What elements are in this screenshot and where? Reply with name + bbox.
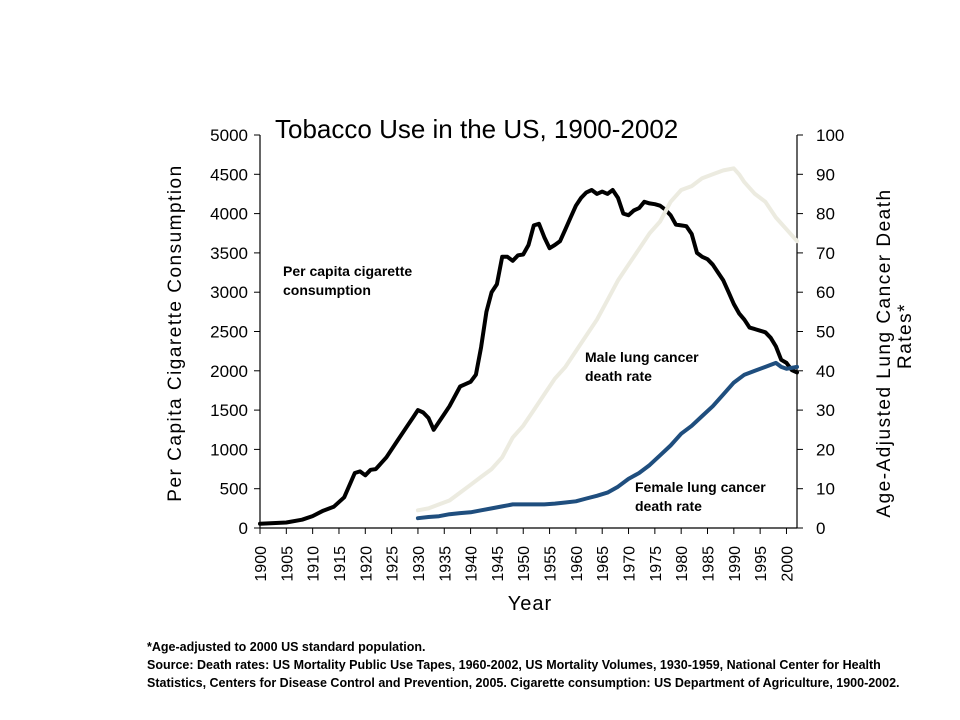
- left-tick-label: 4500: [210, 165, 248, 184]
- x-tick-label: 1920: [358, 546, 375, 582]
- series-label: consumption: [283, 282, 371, 298]
- footnotes: *Age-adjusted to 2000 US standard popula…: [147, 638, 907, 692]
- right-tick-label: 30: [816, 401, 835, 420]
- right-tick-label: 100: [816, 126, 844, 145]
- chart-title-backing: [268, 108, 692, 146]
- x-tick-label: 1955: [543, 546, 560, 582]
- x-tick-label: 1975: [648, 546, 665, 582]
- x-tick-label: 1940: [464, 546, 481, 582]
- left-tick-label: 0: [239, 519, 248, 538]
- right-tick-label: 0: [816, 519, 825, 538]
- series-line-male-lung-cancer-death-rate: [415, 166, 799, 513]
- x-tick-label: 1945: [490, 546, 507, 582]
- right-tick-label: 70: [816, 244, 835, 263]
- right-tick-label: 80: [816, 205, 835, 224]
- x-tick-label: 1905: [279, 546, 296, 582]
- series-label: Male lung cancer: [585, 349, 699, 365]
- left-tick-label: 2500: [210, 323, 248, 342]
- x-tick-label: 1910: [306, 546, 323, 582]
- series-line-female-lung-cancer-death-rate: [415, 360, 799, 521]
- left-tick-label: 5000: [210, 126, 248, 145]
- right-tick-label: 40: [816, 362, 835, 381]
- x-tick-label: 1900: [253, 546, 270, 582]
- left-y-axis-label: Per Capita Cigarette Consumption: [165, 164, 186, 501]
- left-tick-label: 1500: [210, 401, 248, 420]
- right-y-axis-label-line2: Rates*: [895, 303, 916, 369]
- footnote-source: Source: Death rates: US Mortality Public…: [147, 658, 900, 690]
- x-tick-label: 2000: [779, 546, 796, 582]
- right-tick-label: 90: [816, 165, 835, 184]
- series-label: Per capita cigarette: [283, 263, 412, 279]
- left-tick-label: 4000: [210, 205, 248, 224]
- left-tick-label: 500: [220, 480, 248, 499]
- x-axis-label: Year: [508, 593, 552, 615]
- series-label: death rate: [635, 498, 702, 514]
- x-tick-label: 1995: [753, 546, 770, 582]
- series-label: death rate: [585, 368, 652, 384]
- right-tick-label: 10: [816, 480, 835, 499]
- x-tick-label: 1970: [622, 546, 639, 582]
- x-tick-label: 1925: [385, 546, 402, 582]
- x-tick-label: 1935: [437, 546, 454, 582]
- left-tick-label: 2000: [210, 362, 248, 381]
- x-tick-label: 1985: [701, 546, 718, 582]
- right-tick-label: 50: [816, 323, 835, 342]
- series-label: Female lung cancer: [635, 479, 766, 495]
- x-tick-label: 1930: [411, 546, 428, 582]
- x-tick-label: 1950: [516, 546, 533, 582]
- x-tick-label: 1915: [332, 546, 349, 582]
- x-tick-label: 1990: [727, 546, 744, 582]
- left-tick-label: 1000: [210, 440, 248, 459]
- x-tick-label: 1980: [674, 546, 691, 582]
- series-line-per-capita-cigarette-consumption: [258, 188, 799, 526]
- right-y-axis-label-line1: Age-Adjusted Lung Cancer Death: [874, 188, 895, 517]
- right-tick-label: 60: [816, 283, 835, 302]
- left-tick-label: 3000: [210, 283, 248, 302]
- left-tick-label: 3500: [210, 244, 248, 263]
- x-tick-label: 1960: [569, 546, 586, 582]
- footnote-age-adjusted: *Age-adjusted to 2000 US standard popula…: [147, 640, 426, 654]
- right-tick-label: 20: [816, 440, 835, 459]
- x-tick-label: 1965: [595, 546, 612, 582]
- chart-title: Tobacco Use in the US, 1900-2002: [275, 114, 678, 144]
